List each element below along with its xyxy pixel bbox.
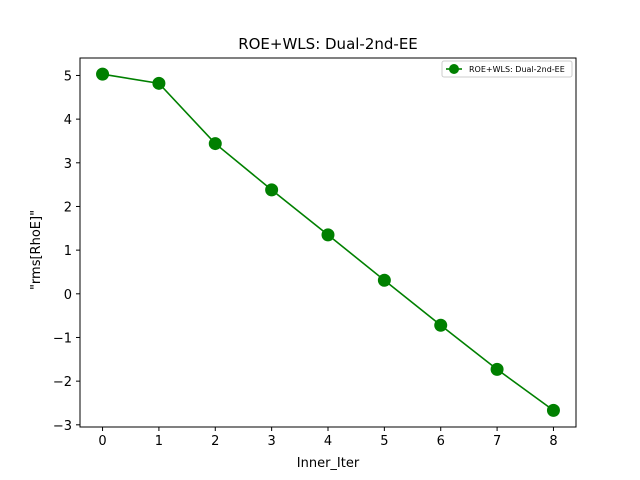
y-tick-label: −2: [53, 375, 72, 390]
x-tick-label: 3: [267, 434, 275, 449]
data-point: [377, 273, 391, 287]
y-tick-label: 5: [64, 69, 72, 84]
data-point: [265, 183, 279, 197]
x-tick-label: 0: [98, 434, 106, 449]
data-point: [490, 362, 504, 376]
data-point: [321, 228, 335, 242]
data-point: [208, 137, 222, 151]
x-tick-label: 1: [155, 434, 163, 449]
y-tick-label: 1: [64, 244, 72, 259]
x-axis-label: Inner_Iter: [297, 456, 360, 471]
y-tick-label: 0: [64, 288, 72, 303]
legend-label: ROE+WLS: Dual-2nd-EE: [469, 65, 565, 74]
y-axis-label: "rms[RhoE]": [29, 210, 44, 290]
chart-title: ROE+WLS: Dual-2nd-EE: [238, 35, 418, 53]
legend-box: [441, 60, 573, 78]
x-tick-label: 7: [493, 434, 501, 449]
data-point: [546, 403, 560, 417]
x-tick-label: 8: [549, 434, 557, 449]
y-tick-label: 3: [64, 157, 72, 172]
x-tick-label: 4: [324, 434, 332, 449]
data-point: [434, 318, 448, 332]
plot-area: 0 1 2 3 4 5 6 7 8 −3 −2 −1 0 1 2 3 4 5 ROE+WLS: Dual-2nd-E…: [53, 57, 577, 449]
y-tick-label: −3: [53, 419, 72, 434]
y-tick-label: 4: [64, 113, 72, 128]
y-tick-label: 2: [64, 200, 72, 215]
x-tick-label: 6: [437, 434, 445, 449]
x-tick-label: 5: [380, 434, 388, 449]
data-point: [96, 67, 110, 81]
x-tick-label: 2: [211, 434, 219, 449]
y-tick-label: −1: [53, 331, 72, 346]
data-point: [152, 76, 166, 90]
legend-marker: [449, 64, 459, 74]
